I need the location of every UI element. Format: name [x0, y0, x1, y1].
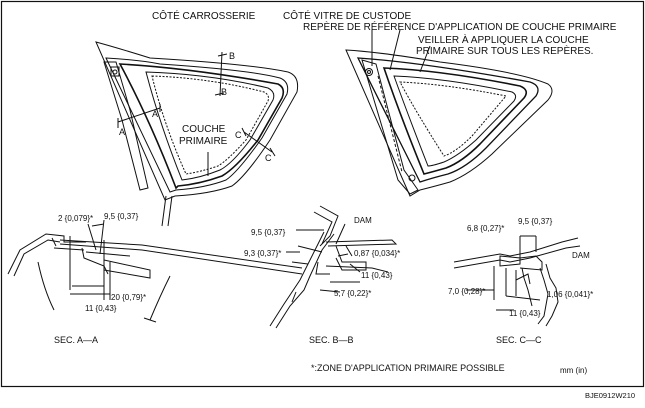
sec-a-dim-3: 20 {0,79}*	[111, 293, 147, 302]
sec-b-dim-5: 5,7 {0,22}*	[334, 289, 372, 298]
body-side-label: CÔTÉ CARROSSERIE	[152, 11, 256, 22]
sec-b-title: SEC. B—B	[309, 335, 354, 345]
couche-label-line-1: COUCHE	[182, 124, 226, 135]
primer-mark-label: REPÈRE DE RÉFÉRENCE D'APPLICATION DE COU…	[303, 22, 617, 33]
sec-a-title: SEC. A—A	[54, 335, 99, 345]
sec-a-dim-2: 9,5 {0,37}	[104, 212, 139, 221]
section-c-drawing	[453, 235, 581, 327]
section-c-marker-top: C	[235, 130, 242, 140]
sec-a-dim-1: 2 {0,079}*	[58, 214, 94, 223]
section-b-drawing	[269, 205, 398, 329]
section-b-marker-top: B	[229, 51, 236, 61]
sec-c-dim-3: 7,0 {0,28}*	[448, 287, 486, 296]
section-c-marker-bottom: C	[265, 153, 272, 163]
sec-b-dim-2: 9,3 {0,37}*	[244, 249, 282, 258]
glass-side-label: CÔTÉ VITRE DE CUSTODE	[283, 11, 412, 22]
figure-code: BJE0912W210	[585, 391, 636, 400]
footnote: *:ZONE D'APPLICATION PRIMAIRE POSSIBLE	[311, 363, 505, 373]
sec-b-dim-4: 11 {0,43}	[361, 271, 393, 280]
diagram-border	[0, 0, 645, 388]
section-b-marker-mid: B	[221, 87, 228, 97]
units-label: mm (in)	[560, 366, 588, 375]
body-side-window	[95, 41, 299, 227]
section-a-marker-left: A	[119, 127, 126, 137]
sec-c-dim-1: 6,8 {0,27}*	[467, 224, 505, 233]
sec-c-dim-2: 9,5 {0,37}	[518, 217, 553, 226]
sec-c-dim-5: 11 {0,43}	[509, 309, 541, 318]
section-a-drawing	[7, 219, 303, 323]
glass-side-window	[345, 29, 553, 197]
sec-c-title: SEC. C—C	[496, 335, 542, 345]
sec-c-dam-label: DAM	[572, 251, 590, 260]
section-a-marker-right: A	[152, 109, 159, 119]
sec-c-dim-4: 1,06 {0,041}*	[547, 290, 594, 299]
sec-b-dim-1: 9,5 {0,37}	[251, 228, 286, 237]
sec-b-dam-label: DAM	[354, 216, 372, 225]
apply-note-line-2: PRIMAIRE SUR TOUS LES REPÈRES.	[416, 46, 594, 57]
couche-label-line-2: PRIMAIRE	[179, 136, 228, 147]
sec-a-dim-4: 11 {0,43}	[85, 304, 117, 313]
sec-b-dim-3: 0,87 {0,034}*	[354, 249, 401, 258]
apply-note-line-1: VEILLER À APPLIQUER LA COUCHE	[418, 35, 589, 46]
